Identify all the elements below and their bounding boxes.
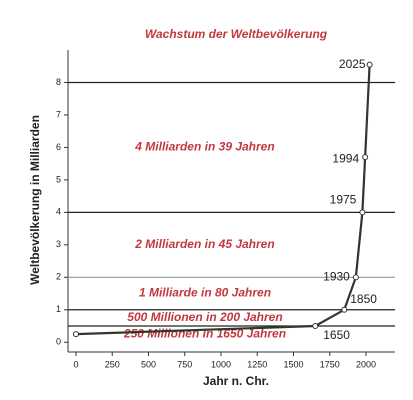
annotation: 500 Millionen in 200 Jahren [127, 310, 282, 324]
y-tick-label: 2 [56, 272, 61, 282]
data-point [366, 61, 373, 68]
x-tick-label: 750 [177, 359, 192, 369]
x-tick-label: 2000 [356, 359, 376, 369]
y-tick-label: 5 [56, 174, 61, 184]
y-tick-label: 4 [56, 207, 61, 217]
y-axis-title: Weltbevölkerung in Milliarden [28, 115, 42, 285]
data-point [352, 274, 359, 281]
annotation: 2 Milliarden in 45 Jahren [134, 237, 274, 251]
x-tick-label: 0 [73, 359, 78, 369]
annotation: 4 Milliarden in 39 Jahren [134, 140, 274, 154]
point-label: 1975 [330, 193, 357, 207]
x-tick-label: 250 [105, 359, 120, 369]
y-tick-label: 7 [56, 109, 61, 119]
annotation: 250 Millionen in 1650 Jahren [123, 326, 286, 340]
chart-title: Wachstum der Weltbevölkerung [145, 27, 328, 41]
x-tick-label: 1500 [283, 359, 303, 369]
point-label: 2025 [339, 57, 366, 71]
y-tick-label: 8 [56, 77, 61, 87]
x-axis-title: Jahr n. Chr. [203, 374, 269, 388]
data-point [362, 154, 369, 161]
data-point [341, 306, 348, 313]
point-label: 1850 [350, 292, 377, 306]
point-label: 1930 [323, 269, 350, 283]
point-label: 1994 [332, 151, 359, 165]
data-point [359, 209, 366, 216]
y-tick-label: 3 [56, 239, 61, 249]
y-tick-label: 1 [56, 304, 61, 314]
y-tick-label: 0 [56, 337, 61, 347]
point-label: 1650 [323, 328, 350, 342]
data-point [312, 323, 319, 330]
x-tick-label: 1750 [320, 359, 340, 369]
x-tick-label: 1000 [211, 359, 231, 369]
x-tick-label: 500 [141, 359, 156, 369]
x-tick-label: 1250 [247, 359, 267, 369]
data-point [72, 331, 79, 338]
annotation: 1 Milliarde in 80 Jahren [139, 286, 271, 300]
y-tick-label: 6 [56, 142, 61, 152]
